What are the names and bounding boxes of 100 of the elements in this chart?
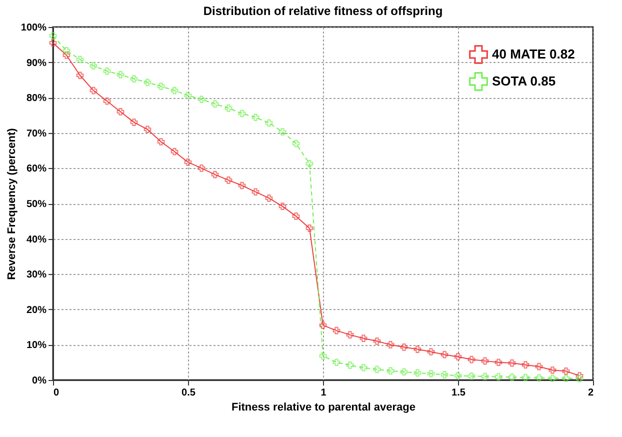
- point: [157, 82, 165, 90]
- y-axis-title: Reverse Frequency (percent): [6, 128, 18, 280]
- point: [468, 372, 476, 380]
- y-tick-label: 90%: [26, 58, 47, 69]
- point: [144, 126, 152, 134]
- point: [130, 75, 138, 83]
- y-tick-label: 0%: [32, 376, 47, 386]
- point: [62, 52, 70, 59]
- x-tick-label: 0: [54, 388, 60, 398]
- point: [170, 148, 178, 156]
- point: [306, 224, 314, 232]
- point: [346, 331, 354, 338]
- point: [224, 176, 232, 184]
- point: [508, 374, 516, 381]
- point: [265, 119, 273, 127]
- y-tick-label: 50%: [26, 199, 47, 210]
- point: [170, 86, 178, 94]
- point: [522, 374, 530, 382]
- point: [76, 56, 84, 64]
- point: [90, 86, 98, 94]
- point: [386, 341, 394, 348]
- point: [49, 32, 57, 40]
- point: [278, 128, 286, 136]
- point: [90, 62, 98, 70]
- point: [481, 372, 489, 380]
- point: [508, 359, 516, 367]
- point: [576, 372, 584, 380]
- point: [211, 170, 219, 178]
- point: [238, 182, 246, 190]
- point: [211, 100, 219, 108]
- x-tick-label: 2: [588, 388, 594, 398]
- point: [481, 357, 489, 365]
- point: [414, 369, 422, 377]
- point: [76, 72, 84, 80]
- point: [265, 194, 273, 202]
- point: [360, 334, 368, 342]
- y-tick-label: 40%: [26, 234, 47, 246]
- point: [144, 78, 152, 86]
- point: [332, 358, 340, 366]
- legend-label: 40 MATE 0.82: [492, 46, 575, 62]
- y-tick-label: 10%: [26, 340, 47, 352]
- point: [535, 362, 543, 370]
- point: [184, 92, 192, 100]
- y-tick-label: 100%: [20, 22, 47, 34]
- point: [360, 364, 368, 372]
- point: [548, 374, 556, 382]
- x-axis-title: Fitness relative to parental average: [231, 402, 416, 414]
- point: [548, 366, 556, 374]
- point: [278, 202, 286, 210]
- point: [522, 361, 530, 368]
- point: [224, 104, 232, 112]
- point: [414, 346, 422, 353]
- point: [238, 110, 246, 118]
- y-tick-label: 80%: [26, 93, 47, 104]
- x-tick-label: 0.5: [182, 388, 196, 398]
- point: [319, 352, 327, 360]
- point: [427, 370, 435, 378]
- point: [130, 118, 138, 126]
- point: [373, 338, 381, 345]
- point: [454, 372, 462, 380]
- point: [306, 160, 314, 168]
- point: [198, 164, 206, 172]
- point: [346, 362, 354, 369]
- point: [494, 358, 502, 366]
- y-tick-label: 20%: [26, 304, 47, 316]
- point: [252, 114, 260, 122]
- legend-label: SOTA 0.85: [492, 74, 556, 88]
- point: [440, 350, 448, 358]
- point: [386, 367, 394, 374]
- x-tick-label: 1.5: [452, 388, 466, 398]
- point: [116, 108, 124, 116]
- point: [292, 212, 300, 220]
- point: [198, 96, 206, 104]
- point: [103, 67, 111, 75]
- x-tick-label: 1: [320, 388, 327, 398]
- point: [252, 188, 260, 196]
- point: [332, 326, 340, 334]
- point: [373, 366, 381, 374]
- chart-title: Distribution of relative fitness of offspring: [203, 4, 443, 18]
- point: [535, 374, 543, 382]
- point: [400, 368, 408, 376]
- point: [62, 46, 70, 54]
- y-tick-label: 60%: [26, 164, 47, 175]
- point: [454, 353, 462, 360]
- point: [440, 371, 448, 378]
- point: [157, 138, 165, 146]
- y-tick-label: 30%: [26, 270, 47, 281]
- point: [103, 97, 111, 105]
- point: [292, 140, 300, 148]
- point: [116, 70, 124, 78]
- point: [400, 344, 408, 351]
- point: [468, 356, 476, 364]
- point: [562, 368, 570, 375]
- point: [494, 373, 502, 380]
- point: [427, 348, 435, 356]
- point: [319, 322, 327, 329]
- point: [576, 374, 584, 382]
- y-tick-label: 70%: [26, 128, 47, 140]
- point: [49, 39, 57, 47]
- point: [184, 158, 192, 166]
